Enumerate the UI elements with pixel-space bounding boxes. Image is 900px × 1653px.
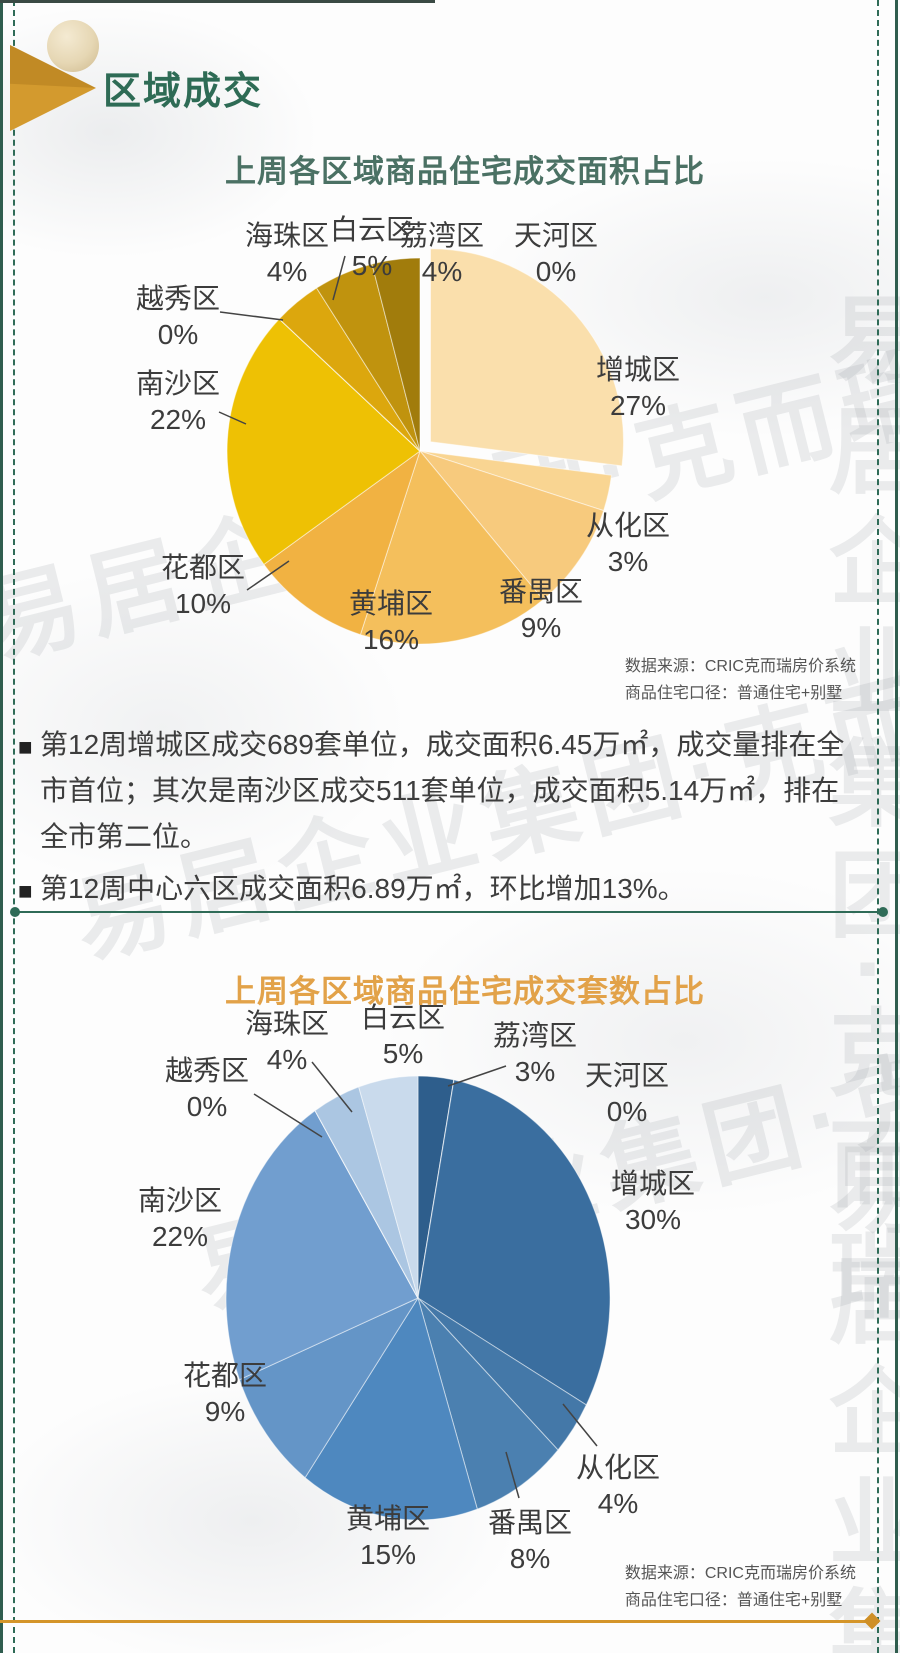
pie-label-番禺区: 番禺区 9% [498,576,583,643]
source-line: 数据来源：CRIC克而瑞房价系统 [624,658,856,675]
pie-label-增城区: 增城区 30% [610,1168,695,1235]
header-triangle-icon [10,45,96,131]
pie-label-海珠区: 海珠区 4% [244,220,329,287]
bullet-text: 第12周中心六区成交面积6.89万㎡，环比增加13%。 [40,873,686,904]
pie-label-荔湾区: 荔湾区 4% [399,220,484,287]
label-leader-line [562,1403,598,1447]
pie-label-越秀区: 越秀区 0% [164,1055,249,1122]
chart2-title: 上周各区域商品住宅成交套数占比 [225,974,705,1009]
pie-label-黄埔区: 黄埔区 15% [345,1503,430,1570]
right-dashed-border [877,0,879,1653]
left-solid-border [0,0,3,1653]
pie-label-越秀区: 越秀区 0% [135,283,220,350]
pie-slice-从化区 [417,1297,587,1451]
left-dashed-border [13,0,15,1653]
pie-label-白云区: 白云区 5% [360,1002,445,1069]
bullet-marker: ■ [18,734,33,761]
pie-slice-南沙区 [226,318,421,566]
pie-label-花都区: 花都区 9% [182,1360,267,1427]
bullet-paragraph: ■ 第12周中心六区成交面积6.89万㎡，环比增加13%。 [18,866,858,912]
pie-slice-荔湾区 [417,1075,455,1299]
pie-slice-海珠区 [278,287,421,452]
pie-slice-从化区 [419,450,613,512]
pie-label-黄埔区: 黄埔区 16% [348,588,433,655]
label-leader-line [505,1451,520,1499]
pie-label-番禺区: 番禺区 8% [487,1507,572,1574]
bullet-text: 第12周增城区成交689套单位，成交面积6.45万㎡，成交量排在全市首位；其次是… [40,729,845,852]
pie-label-海珠区: 海珠区 4% [244,1008,329,1075]
divider-dot [878,907,888,917]
pie-label-从化区: 从化区 3% [585,510,670,577]
source-line: 商品住宅口径：普通住宅+别墅 [624,685,843,702]
pie-slice-南沙区 [225,1109,419,1381]
pie-label-南沙区: 南沙区 22% [135,368,220,435]
pie-label-增城区: 增城区 27% [595,354,680,421]
pie-label-南沙区: 南沙区 22% [137,1185,222,1252]
divider-dot [10,907,20,917]
source-line: 数据来源：CRIC克而瑞房价系统 [624,1565,856,1582]
bottom-gold-rule [0,1612,881,1630]
pie-slice-黄埔区 [304,1296,478,1521]
chart1-source-note: 数据来源：CRIC克而瑞房价系统 商品住宅口径：普通住宅+别墅 [625,653,856,707]
pie-zero-slice-越秀区 [278,318,421,452]
pie-slice-番禺区 [417,1297,559,1510]
pie-label-从化区: 从化区 4% [575,1452,660,1519]
right-solid-border [895,0,898,1653]
pie-label-荔湾区: 荔湾区 3% [492,1020,577,1087]
chart1-title: 上周各区域商品住宅成交面积占比 [225,154,705,189]
chart2-source-note: 数据来源：CRIC克而瑞房价系统 商品住宅口径：普通住宅+别墅 [625,1560,856,1614]
pie-label-花都区: 花都区 10% [160,552,245,619]
pie-slice-白云区 [315,263,421,452]
top-border-segment [0,0,435,3]
pie-label-白云区: 白云区 5% [329,214,414,281]
bullet-paragraph: ■ 第12周增城区成交689套单位，成交面积6.45万㎡，成交量排在全市首位；其… [18,722,858,860]
pie-zero-slice-越秀区 [314,1110,419,1299]
source-line: 商品住宅口径：普通住宅+别墅 [624,1592,843,1609]
pie-label-天河区: 天河区 0% [584,1060,669,1127]
pie-zero-slice-天河区 [417,1079,455,1299]
pie-slice-海珠区 [314,1086,419,1299]
section-divider-line [10,907,888,917]
bullet-marker: ■ [18,878,33,905]
pie-label-天河区: 天河区 0% [513,220,598,287]
pie-slice-白云区 [358,1075,419,1299]
section-title: 区域成交 [103,71,264,113]
